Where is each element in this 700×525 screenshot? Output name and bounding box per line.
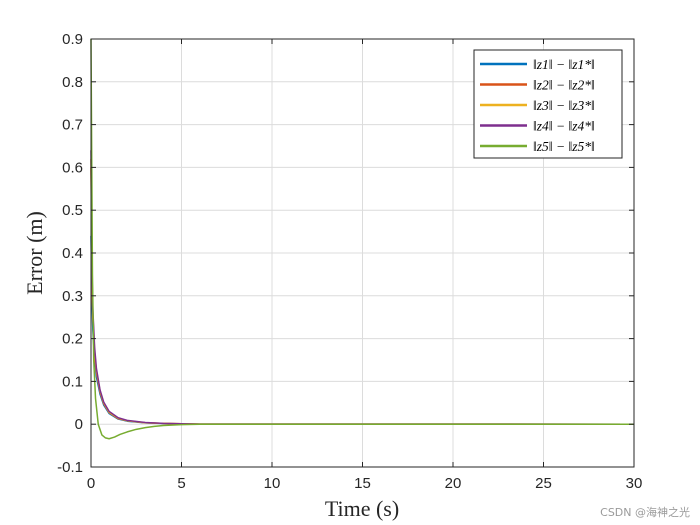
legend-item-1: ‖z1‖ − ‖z1*‖ xyxy=(480,57,595,72)
legend-label: ‖z5‖ − ‖z5*‖ xyxy=(533,139,595,154)
y-tick-label: 0.9 xyxy=(62,31,83,48)
y-tick-label: 0.8 xyxy=(62,74,83,91)
legend-label: ‖z4‖ − ‖z4*‖ xyxy=(533,119,595,134)
x-tick-label: 30 xyxy=(626,475,643,492)
y-tick-label: -0.1 xyxy=(57,459,83,476)
y-tick-label: 0.3 xyxy=(62,288,83,305)
legend-item-2: ‖z2‖ − ‖z2*‖ xyxy=(480,78,595,93)
y-tick-label: 0 xyxy=(75,416,83,433)
x-tick-label: 10 xyxy=(264,475,281,492)
series-layer xyxy=(90,38,635,440)
watermark: CSDN @海神之光 xyxy=(600,505,690,519)
x-axis-label: Time (s) xyxy=(325,496,399,521)
series-line-5 xyxy=(90,38,634,440)
y-axis-label: Error (m) xyxy=(22,211,47,295)
x-tick-label: 15 xyxy=(354,475,371,492)
y-tick-label: 0.5 xyxy=(62,202,83,219)
legend-label: ‖z1‖ − ‖z1*‖ xyxy=(533,57,595,72)
legend-item-3: ‖z3‖ − ‖z3*‖ xyxy=(480,98,595,113)
x-tick-label: 20 xyxy=(445,475,462,492)
x-tick-label: 25 xyxy=(535,475,552,492)
y-tick-label: 0.7 xyxy=(62,117,83,134)
legend-label: ‖z3‖ − ‖z3*‖ xyxy=(533,98,595,113)
legend-item-4: ‖z4‖ − ‖z4*‖ xyxy=(480,119,595,134)
x-tick-label: 0 xyxy=(87,475,95,492)
legend: ‖z1‖ − ‖z1*‖ ‖z2‖ − ‖z2*‖ ‖z3‖ − ‖z3*‖ ‖z4‖… xyxy=(473,49,623,159)
y-tick-label: 0.4 xyxy=(62,245,83,262)
legend-item-5: ‖z5‖ − ‖z5*‖ xyxy=(480,139,595,154)
legend-label: ‖z2‖ − ‖z2*‖ xyxy=(533,78,595,93)
y-tick-label: 0.2 xyxy=(62,331,83,348)
tick-layer: 0 5 10 15 20 25 30-0.100.10.20.30.40.50.60.70.… xyxy=(57,31,642,492)
y-tick-label: 0.1 xyxy=(62,373,83,390)
y-tick-label: 0.6 xyxy=(62,159,83,176)
x-tick-label: 5 xyxy=(177,475,185,492)
